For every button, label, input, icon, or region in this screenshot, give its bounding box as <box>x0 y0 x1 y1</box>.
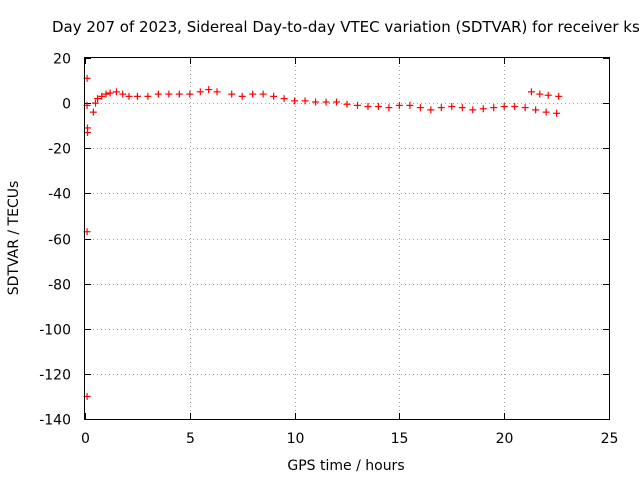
data-point <box>427 106 435 114</box>
y-tick-label: -60 <box>48 233 71 249</box>
y-tick-label: -140 <box>39 413 71 429</box>
data-point <box>91 99 99 107</box>
data-point <box>542 108 550 116</box>
data-point <box>511 103 519 111</box>
data-point <box>553 109 561 117</box>
data-point <box>270 92 278 100</box>
y-tick-label: 20 <box>53 52 71 68</box>
data-point <box>133 92 141 100</box>
data-point <box>238 92 246 100</box>
data-point <box>416 104 424 112</box>
y-tick-label: -80 <box>48 278 71 294</box>
data-point <box>353 101 361 109</box>
data-point <box>312 98 320 106</box>
data-point <box>213 88 221 96</box>
data-points <box>83 74 563 400</box>
data-point <box>106 89 114 97</box>
y-tick-label: -100 <box>39 323 71 339</box>
data-point <box>448 103 456 111</box>
data-point <box>437 104 445 112</box>
data-point <box>555 92 563 100</box>
x-axis-label: GPS time / hours <box>287 458 404 474</box>
plot-frame <box>84 57 610 420</box>
x-tick-label: 25 <box>601 431 619 447</box>
x-tick-label: 10 <box>287 431 305 447</box>
x-tick-label: 15 <box>391 431 409 447</box>
data-point <box>196 88 204 96</box>
data-point <box>94 95 102 103</box>
y-tick-label: -120 <box>39 368 71 384</box>
data-point <box>154 90 162 98</box>
data-point <box>84 128 92 136</box>
data-point <box>343 100 351 108</box>
data-point <box>98 92 106 100</box>
data-point <box>119 90 127 98</box>
x-tick-label: 0 <box>81 431 90 447</box>
data-point <box>291 97 299 105</box>
data-point <box>500 103 508 111</box>
x-tick-label: 5 <box>186 431 195 447</box>
data-point <box>259 90 267 98</box>
data-point <box>205 86 213 94</box>
data-point <box>165 90 173 98</box>
y-tick-labels: 20 0 -20 -40 -60 -80 -100 -120 -140 <box>39 52 71 429</box>
y-tick-label: 0 <box>62 97 71 113</box>
y-axis-label: SDTVAR / TECUs <box>6 181 22 296</box>
data-point <box>469 106 477 114</box>
data-point <box>249 90 257 98</box>
data-point <box>125 92 133 100</box>
data-point <box>521 104 529 112</box>
data-point <box>301 97 309 105</box>
x-tick-labels: 0 5 10 15 20 25 <box>81 431 618 447</box>
data-point <box>322 98 330 106</box>
data-point <box>112 88 120 96</box>
data-point <box>527 88 535 96</box>
data-point <box>175 90 183 98</box>
data-point <box>144 92 152 100</box>
data-point <box>333 98 341 106</box>
data-point <box>395 101 403 109</box>
data-point <box>385 104 393 112</box>
y-tick-label: -40 <box>48 187 71 203</box>
y-tick-label: -20 <box>48 142 71 158</box>
data-point <box>479 105 487 113</box>
data-point <box>406 101 414 109</box>
data-point <box>374 103 382 111</box>
chart-title: Day 207 of 2023, Sidereal Day-to-day VTE… <box>52 18 640 36</box>
data-point <box>458 104 466 112</box>
data-point <box>490 104 498 112</box>
grid-lines <box>85 58 609 419</box>
data-point <box>102 90 110 98</box>
x-tick-label: 20 <box>496 431 514 447</box>
data-point <box>280 95 288 103</box>
data-point <box>89 108 97 116</box>
data-point <box>228 90 236 98</box>
data-point <box>536 90 544 98</box>
data-point <box>364 103 372 111</box>
data-point <box>544 91 552 99</box>
data-point <box>532 106 540 114</box>
data-point <box>186 90 194 98</box>
